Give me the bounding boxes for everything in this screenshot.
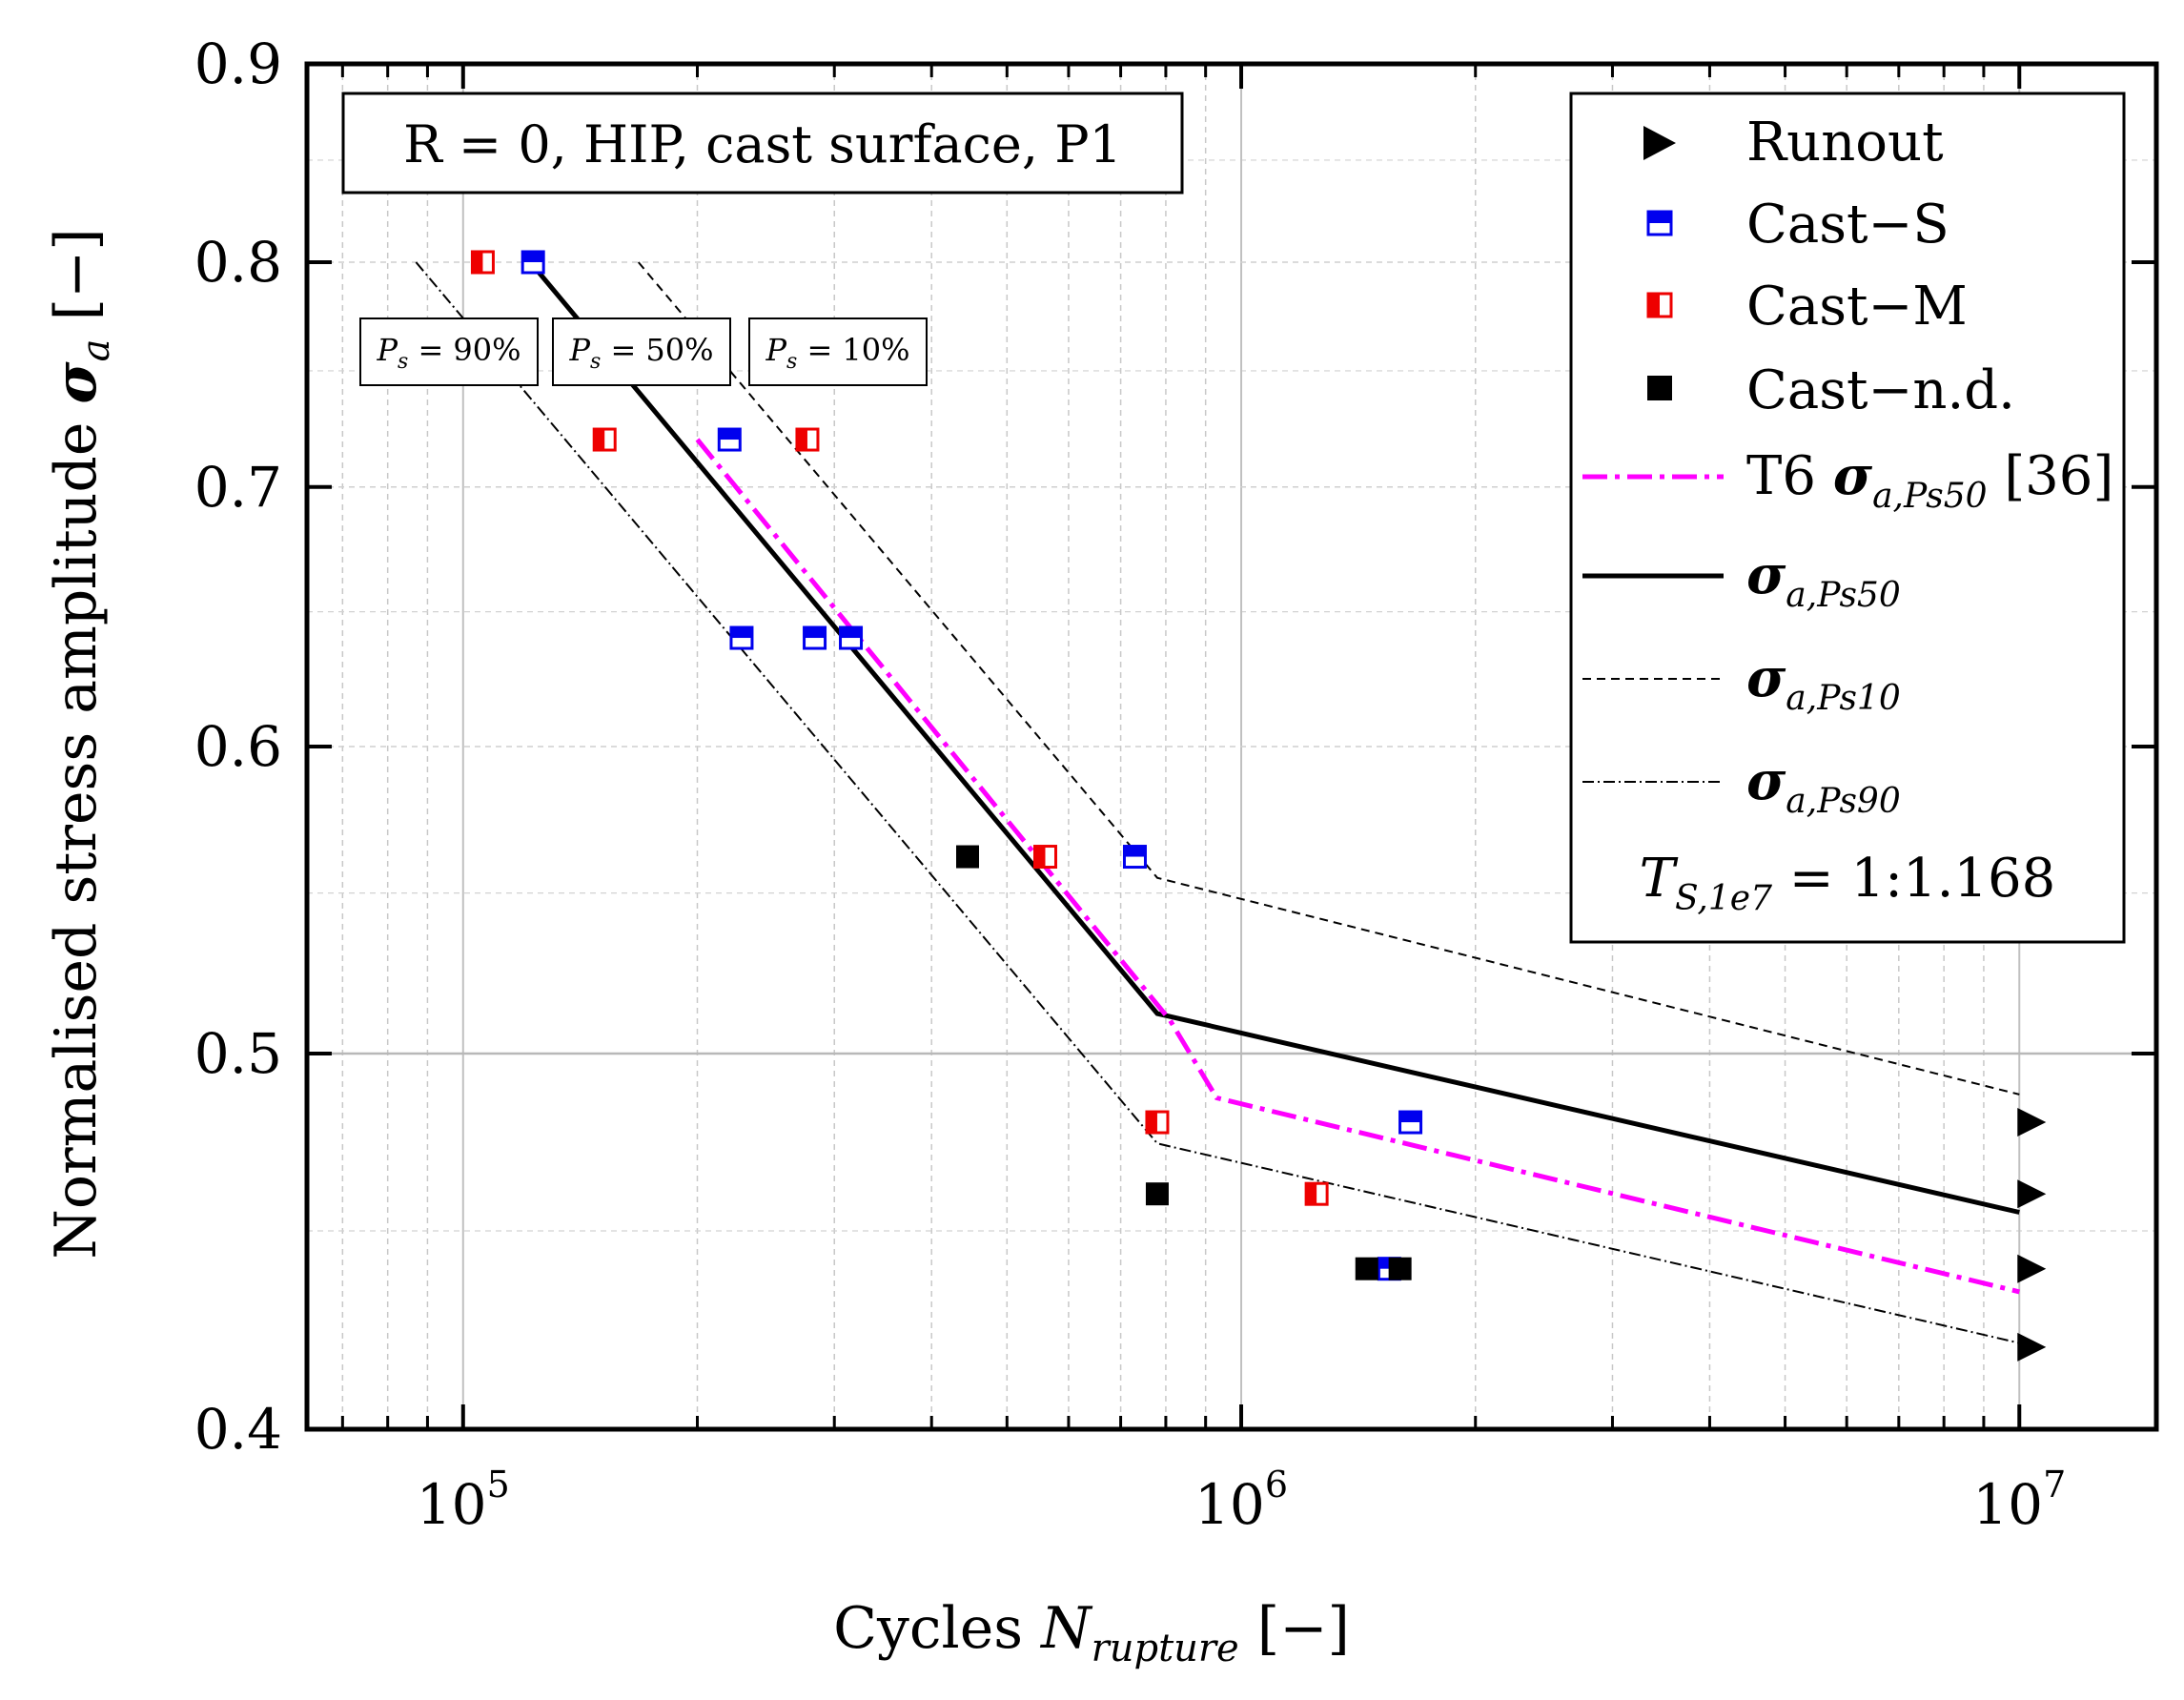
cast-nd-marker (1647, 376, 1672, 400)
legend-ps90: σa,Ps90 (1746, 749, 1901, 821)
cast-m-point-fill (1306, 1183, 1317, 1205)
y-tick-label: 0.4 (194, 1397, 282, 1462)
runout-point (2017, 1254, 2047, 1283)
x-tick-label-1e5: 105 (417, 1464, 510, 1537)
probability-labels: Ps = 90% Ps = 50% Ps = 10% (359, 317, 928, 386)
legend-cast-nd: Cast−n.d. (1746, 359, 2015, 421)
cast-s-point-fill (522, 251, 544, 262)
cast-s-point (1398, 1110, 1423, 1135)
legend-tratio: TS,1e7 = 1:1.168 (1640, 848, 2056, 918)
cast-m-point-fill (796, 429, 807, 451)
cast-s-point-fill (1124, 846, 1146, 857)
x-tick-labels: 105 106 107 (417, 1464, 2066, 1537)
cast-s-point (803, 625, 827, 650)
cast-nd-point (1145, 1182, 1169, 1206)
cast-s-point (717, 427, 742, 452)
cast-m-point (470, 250, 495, 275)
runout-point (2017, 1332, 2047, 1362)
legend-runout: Runout (1746, 112, 1944, 174)
cast-m-marker (1646, 292, 1673, 318)
t6-line (695, 438, 2020, 1295)
cast-m-point-fill (594, 429, 605, 451)
condition-label: R = 0, HIP, cast surface, P1 (403, 114, 1122, 174)
cast-m-point-fill (1146, 1112, 1157, 1134)
cast-nd-point (956, 845, 980, 869)
runout-point (2017, 1179, 2047, 1209)
legend-cast-m: Cast−M (1746, 276, 1968, 338)
legend-ps10: σa,Ps10 (1746, 646, 1901, 718)
ps10-box-label: Ps = 10% (765, 332, 909, 374)
ps90-line (415, 261, 2020, 1344)
cast-nd-point (1355, 1257, 1378, 1280)
cast-m-point-fill (1034, 846, 1046, 868)
legend-ps50: σa,Ps50 (1746, 543, 1901, 615)
runout-point (2017, 1108, 2047, 1137)
cast-m-point (1032, 845, 1057, 870)
ps90-box-label: Ps = 90% (376, 332, 520, 374)
cast-m-point (592, 427, 617, 452)
y-axis-label: Normalised stress amplitude σa [−] (43, 228, 118, 1259)
cast-s-point-fill (719, 429, 741, 440)
x-tick-label-1e7: 107 (1972, 1464, 2066, 1537)
y-tick-labels: 0.4 0.5 0.6 0.7 0.8 0.9 (194, 31, 282, 1462)
ps10-line (637, 261, 2020, 1096)
cast-m-point-fill (472, 251, 483, 273)
cast-s-point-fill (730, 627, 752, 639)
y-tick-label: 0.6 (194, 714, 282, 779)
cast-m-point (795, 427, 820, 452)
cast-s-marker (1646, 210, 1673, 236)
cast-m-point (1145, 1110, 1170, 1135)
y-tick-label: 0.8 (194, 230, 282, 295)
legend-cast-s: Cast−S (1746, 194, 1949, 256)
cast-s-point-fill (1399, 1112, 1421, 1123)
axis-ticks (307, 62, 2156, 1431)
condition-box: R = 0, HIP, cast surface, P1 (341, 92, 1184, 195)
x-tick-label-1e6: 106 (1194, 1464, 1288, 1537)
ps50-line (528, 260, 2020, 1215)
cast-s-point (839, 625, 864, 650)
y-tick-label: 0.9 (194, 31, 282, 96)
y-tick-label: 0.5 (194, 1021, 282, 1086)
cast-nd-point (1388, 1257, 1412, 1280)
legend: Runout Cast−S Cast−M Cast−n.d. T6 σa,Ps5… (1569, 92, 2126, 944)
fit-lines (415, 260, 2020, 1344)
cast-s-point-fill (804, 627, 826, 639)
ps50-box-label: Ps = 50% (568, 332, 713, 374)
data-points (470, 250, 2047, 1362)
cast-s-point-fill (840, 627, 862, 639)
cast-s-point (520, 250, 545, 275)
x-axis-label: Cycles Nrupture [−] (833, 1595, 1350, 1670)
cast-s-point (1122, 845, 1147, 870)
y-tick-label: 0.7 (194, 455, 282, 520)
cast-m-point (1304, 1181, 1329, 1206)
legend-t6: T6 σa,Ps50 [36] (1746, 444, 2113, 516)
runout-marker (1643, 126, 1676, 160)
cast-s-point (729, 625, 754, 650)
